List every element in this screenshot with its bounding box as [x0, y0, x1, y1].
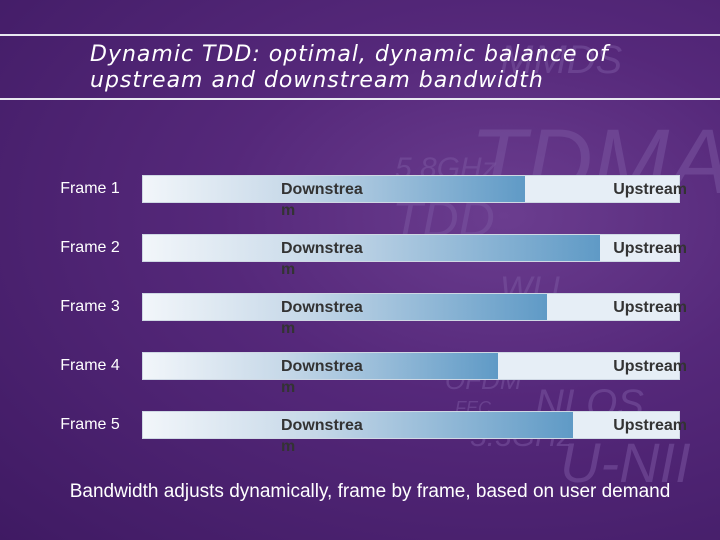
- downstream-segment: [143, 176, 525, 202]
- frame-label-3: Frame 3: [60, 298, 120, 315]
- frame-bar-1: Downstrea m Upstream: [142, 175, 687, 219]
- title-underline: [0, 98, 720, 100]
- downstream-label: Downstrea m: [281, 299, 363, 337]
- frame-label-2: Frame 2: [60, 239, 120, 256]
- frame-bar-4: Downstrea m Upstream: [142, 352, 687, 396]
- downstream-segment: [143, 294, 547, 320]
- frame-label-4: Frame 4: [60, 357, 120, 374]
- upstream-label: Upstream: [613, 299, 687, 316]
- slide-title: Dynamic TDD: optimal, dynamic balance of…: [90, 42, 609, 93]
- upstream-label: Upstream: [613, 240, 687, 257]
- frame-bar-2: Downstrea m Upstream: [142, 234, 687, 278]
- downstream-label: Downstrea m: [281, 417, 363, 455]
- frame-bar-5: Downstrea m Upstream: [142, 411, 687, 455]
- top-rule: [0, 34, 720, 36]
- upstream-label: Upstream: [613, 417, 687, 434]
- frame-label-5: Frame 5: [60, 416, 120, 433]
- frame-bar-3: Downstrea m Upstream: [142, 293, 687, 337]
- upstream-label: Upstream: [613, 358, 687, 375]
- downstream-label: Downstrea m: [281, 358, 363, 396]
- slide-caption: Bandwidth adjusts dynamically, frame by …: [69, 481, 671, 502]
- downstream-label: Downstrea m: [281, 240, 363, 278]
- frame-label-1: Frame 1: [60, 180, 120, 197]
- downstream-label: Downstrea m: [281, 181, 363, 219]
- downstream-segment: [143, 235, 601, 261]
- upstream-label: Upstream: [613, 181, 687, 198]
- downstream-segment: [143, 353, 499, 379]
- downstream-segment: [143, 412, 574, 438]
